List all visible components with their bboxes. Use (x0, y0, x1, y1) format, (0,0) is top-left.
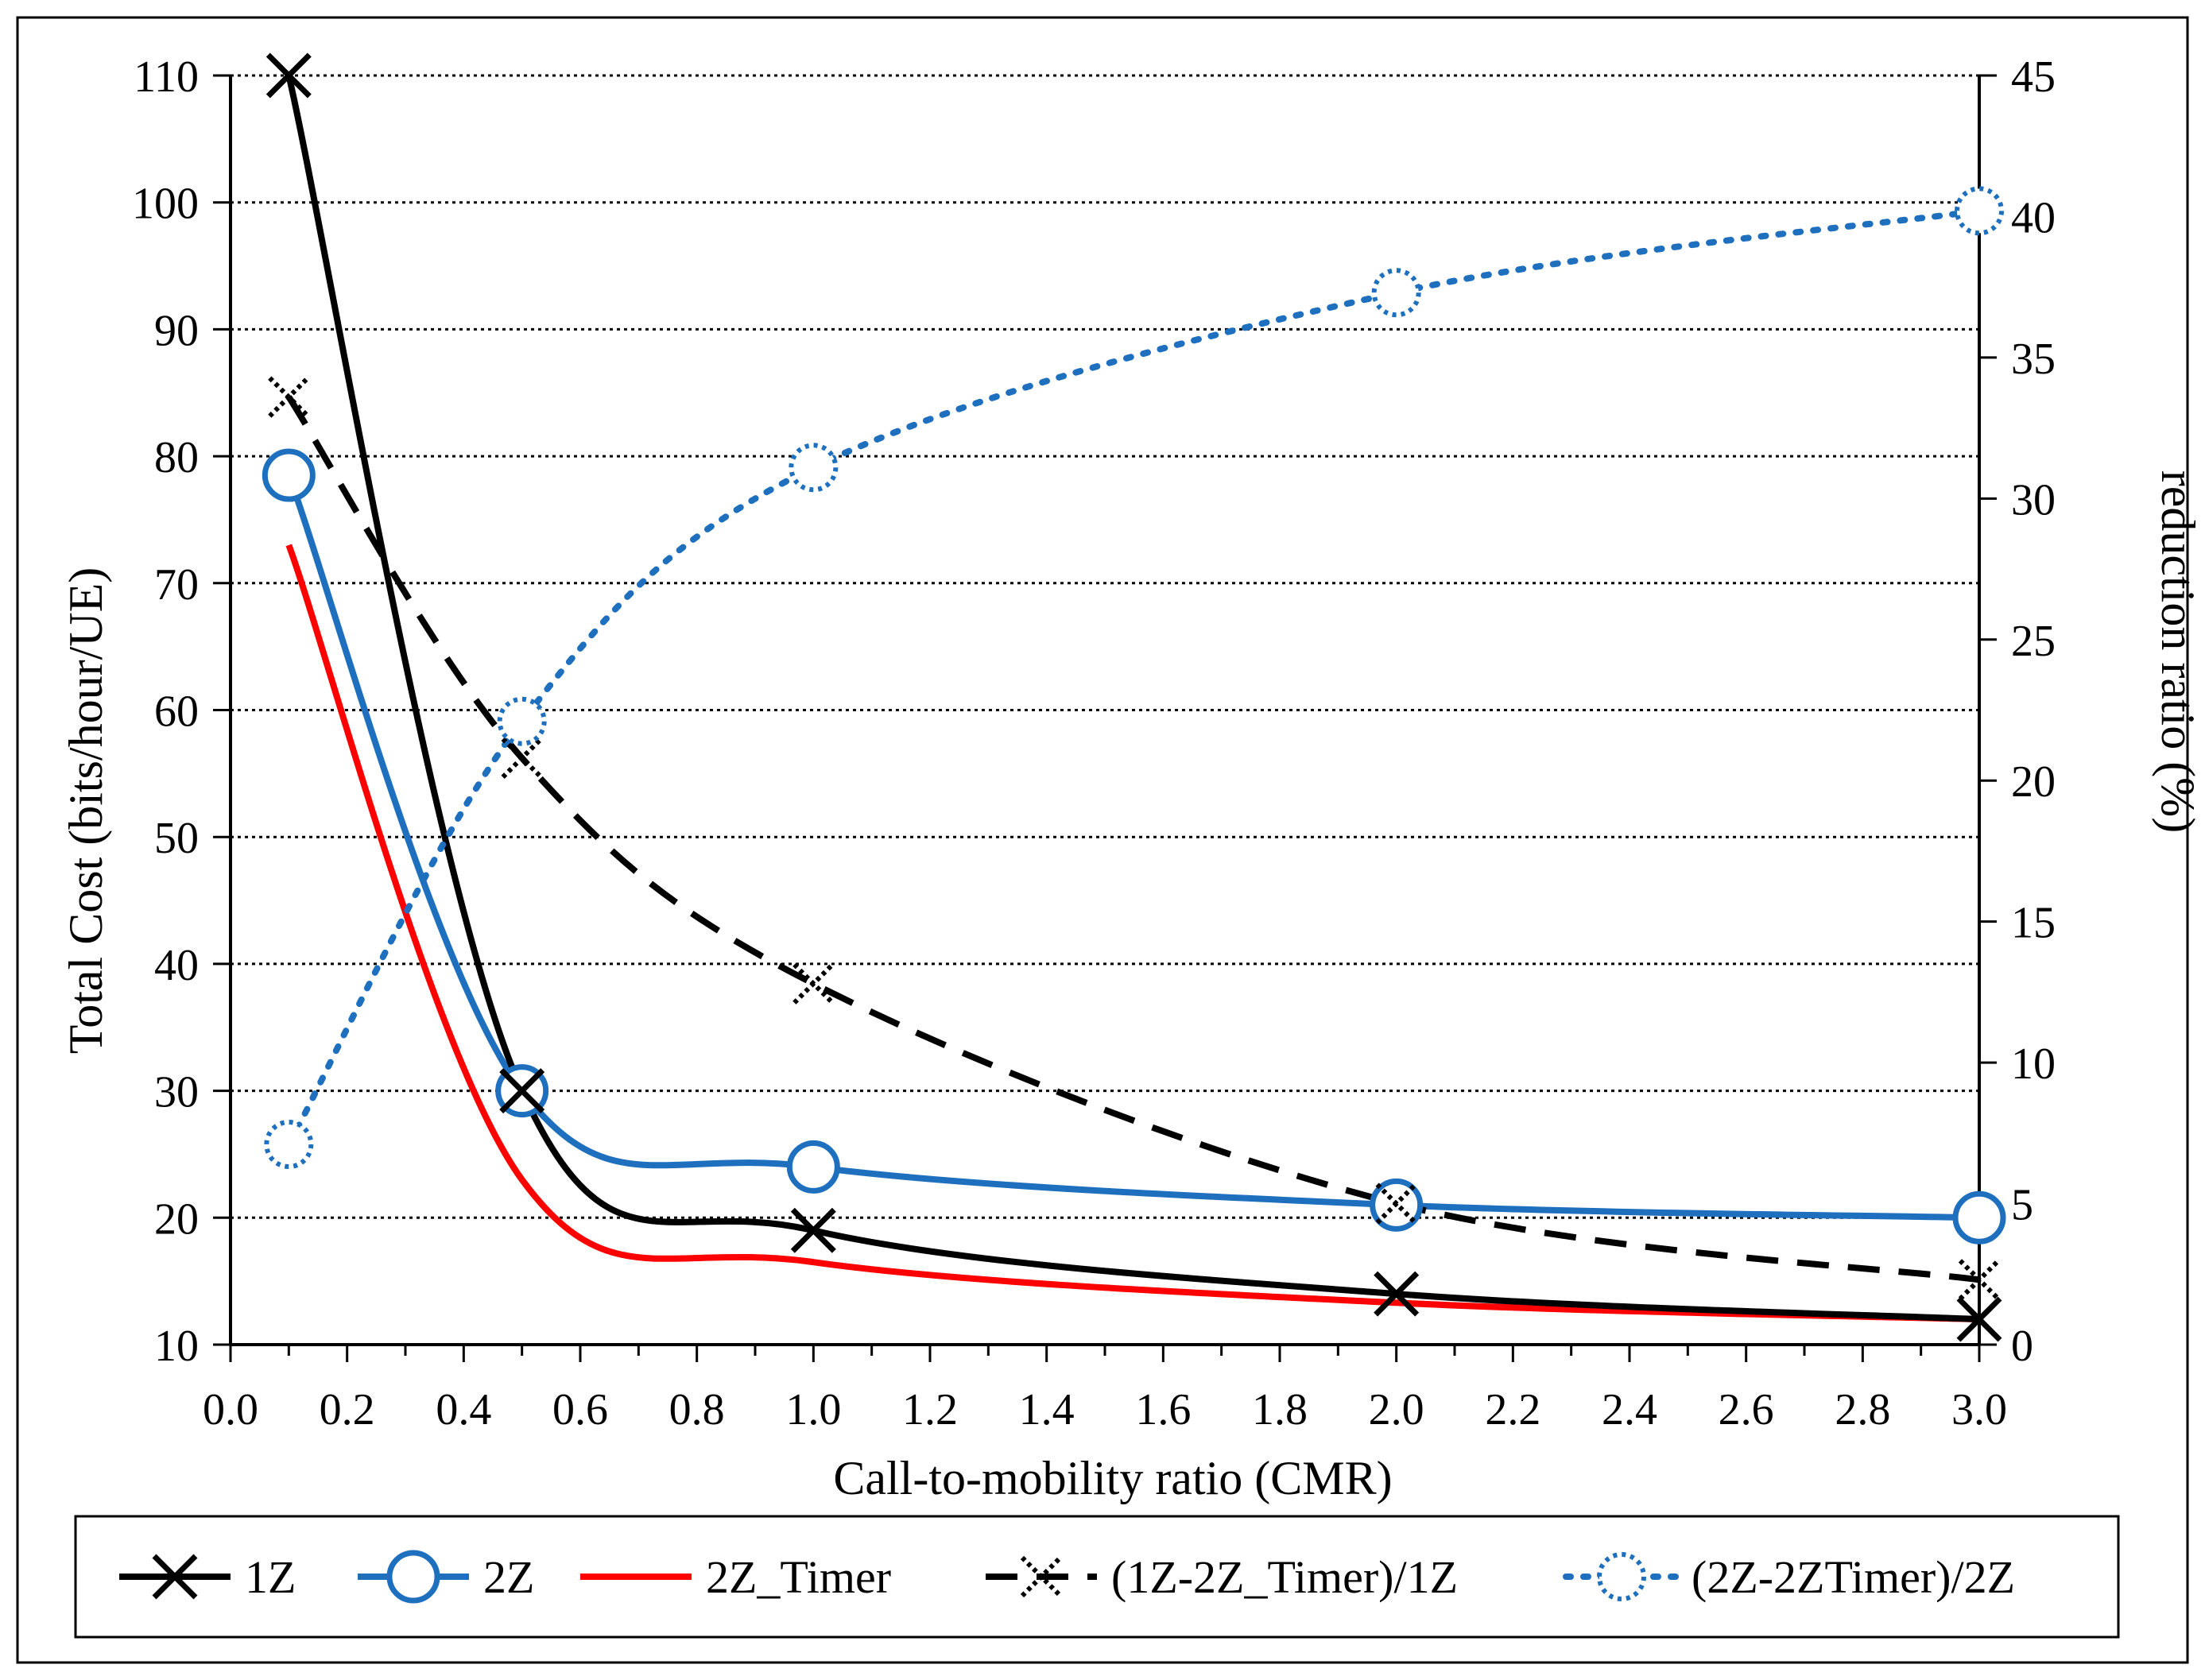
axes (213, 74, 1997, 1362)
point-1z-2z-timer-1z (1375, 1183, 1417, 1225)
y-tick-label: 70 (154, 560, 199, 610)
y2-tick-label: 40 (2011, 193, 2056, 242)
point-2z-2ztimer-2z (1955, 186, 2004, 236)
y2-tick-label: 5 (2011, 1181, 2033, 1230)
y-tick-labels: 10 20 30 40 50 60 70 80 90 100 110 (132, 52, 199, 1371)
x-tick-label: 1.6 (1135, 1385, 1191, 1434)
legend: 1Z 2Z 2Z_Timer (1Z-2Z_Timer)/1Z (2Z-2ZTimer)… (119, 1550, 2015, 1604)
point-1z-2z-timer-1z (1958, 1259, 2001, 1301)
y2-tick-label: 25 (2011, 617, 2056, 666)
legend-marker-1z (152, 1554, 198, 1600)
x-tick-label: 2.4 (1602, 1385, 1657, 1434)
x-tick-label: 2.8 (1835, 1385, 1890, 1434)
y-axis-title: Total Cost (bits/hour/UE) (60, 567, 112, 1054)
x-tick-label: 0.4 (436, 1385, 491, 1434)
y2-tick-label: 45 (2011, 52, 2056, 102)
point-1z-2z-timer-1z (268, 376, 310, 418)
point-1z-2z-timer-1z (501, 737, 543, 779)
x-tick-label: 2.6 (1719, 1385, 1774, 1434)
gridlines (231, 74, 1979, 1219)
legend-label-1z-2z-timer-1z: (1Z-2Z_Timer)/1Z (1111, 1551, 1458, 1603)
legend-label-1z: 1Z (245, 1551, 296, 1603)
series-lines (285, 75, 1982, 1323)
point-1z (499, 1068, 545, 1114)
legend-label-2z-2ztimer-2z: (2Z-2ZTimer)/2Z (1692, 1551, 2015, 1603)
series-markers (262, 52, 2006, 1342)
x-tick-label: 0.2 (320, 1385, 375, 1434)
y-tick-label: 50 (154, 814, 199, 863)
point-1z (790, 1207, 836, 1253)
series-line-1z-2z-timer-1z (285, 395, 1980, 1283)
point-1z (1956, 1296, 2002, 1342)
series-line-2z-2ztimer-2z (285, 207, 1982, 1148)
y2-tick-label: 0 (2011, 1322, 2033, 1371)
x-tick-labels: 0.0 0.2 0.4 0.6 0.8 1.0 1.2 1.4 1.6 1.8 2.0 2.2 2.4 2… (203, 1385, 2007, 1434)
x-tick-label: 1.2 (902, 1385, 958, 1434)
point-2z-2ztimer-2z (497, 696, 547, 746)
y2-tick-label: 30 (2011, 475, 2056, 525)
point-2z-2ztimer-2z (1371, 268, 1421, 318)
x-tick-label: 1.4 (1019, 1385, 1075, 1434)
y-tick-label: 90 (154, 306, 199, 355)
y2-tick-label: 35 (2011, 335, 2056, 384)
point-2z (1952, 1190, 2006, 1245)
x-tick-label: 3.0 (1951, 1385, 2007, 1434)
x-tick-label: 1.8 (1252, 1385, 1308, 1434)
y-tick-label: 80 (154, 433, 199, 482)
legend-marker-2z (386, 1550, 440, 1604)
x-tick-label: 0.6 (552, 1385, 608, 1434)
legend-label-2z: 2Z (483, 1551, 534, 1603)
point-2z-2ztimer-2z (264, 1120, 314, 1170)
y-tick-label: 40 (154, 941, 199, 990)
legend-marker-2z-2ztimer-2z (1597, 1552, 1646, 1601)
point-2z-2ztimer-2z (789, 443, 839, 493)
y-tick-label: 100 (132, 180, 199, 229)
y2-axis-title: reduction ratio (%) (2152, 470, 2204, 833)
point-1z-2z-timer-1z (792, 962, 835, 1005)
y-tick-label: 20 (154, 1194, 199, 1244)
chart-border (16, 16, 2189, 1664)
y-tick-label: 30 (154, 1068, 199, 1117)
y2-tick-labels: 0 5 10 15 20 25 30 35 40 45 (2011, 52, 2056, 1371)
point-2z (262, 448, 316, 502)
y-tick-label: 60 (154, 687, 199, 737)
series-line-1z (285, 75, 1980, 1323)
point-1z (265, 52, 312, 99)
y2-tick-label: 10 (2011, 1039, 2056, 1089)
x-tick-label: 2.0 (1369, 1385, 1424, 1434)
legend-label-2z-timer: 2Z_Timer (706, 1551, 891, 1603)
x-tick-label: 0.8 (669, 1385, 725, 1434)
point-2z (786, 1140, 840, 1194)
x-tick-label: 2.2 (1485, 1385, 1540, 1434)
x-tick-label: 1.0 (785, 1385, 841, 1434)
y-tick-label: 10 (154, 1322, 199, 1371)
x-axis-title: Call-to-mobility ratio (CMR) (833, 1452, 1392, 1504)
y2-tick-label: 20 (2011, 757, 2056, 807)
point-1z (1374, 1271, 1420, 1317)
x-tick-label: 0.0 (203, 1385, 258, 1434)
legend-box (74, 1515, 2120, 1639)
series-line-2z-timer (285, 544, 1980, 1323)
legend-marker-1z-2z-timer-1z (1020, 1555, 1063, 1598)
y2-tick-label: 15 (2011, 899, 2056, 948)
y-tick-label: 110 (134, 52, 199, 102)
